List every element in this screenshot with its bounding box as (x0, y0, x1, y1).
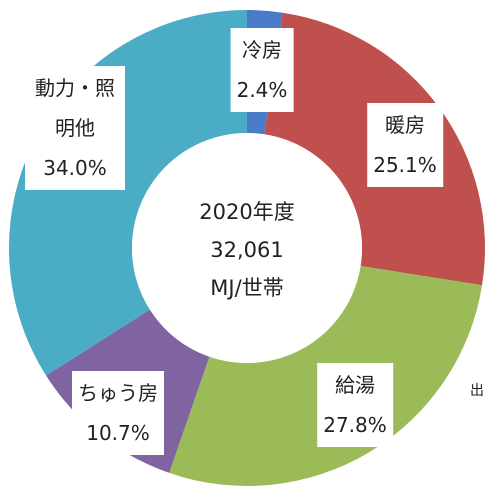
center-line: 32,061 (210, 238, 284, 262)
note: 出 (470, 383, 484, 399)
category-label: 給湯 (334, 373, 375, 397)
label-box: 給湯 27.8% (317, 363, 393, 447)
value-label: 25.1% (373, 153, 437, 177)
value-label: 34.0% (43, 156, 107, 180)
label-box: 冷房 2.4% (230, 28, 294, 112)
center-text: 2020年度 32,061 MJ/世帯 (199, 193, 294, 307)
donut-hole (132, 133, 362, 363)
category-label: 冷房 (242, 38, 282, 62)
category-label: 暖房 (384, 113, 425, 137)
value-label: 2.4% (236, 78, 288, 102)
category-label: ちゅう房 (78, 381, 158, 405)
category-label: 動力・照明他 (35, 76, 115, 140)
label-box: ちゅう房 10.7% (72, 371, 164, 455)
value-label: 10.7% (86, 421, 150, 445)
label-box: 動力・照明他 34.0% (25, 66, 125, 190)
center-line: MJ/世帯 (210, 276, 284, 300)
value-label: 27.8% (323, 413, 387, 437)
label-box: 暖房 25.1% (367, 103, 443, 187)
center-line: 2020年度 (199, 200, 295, 224)
